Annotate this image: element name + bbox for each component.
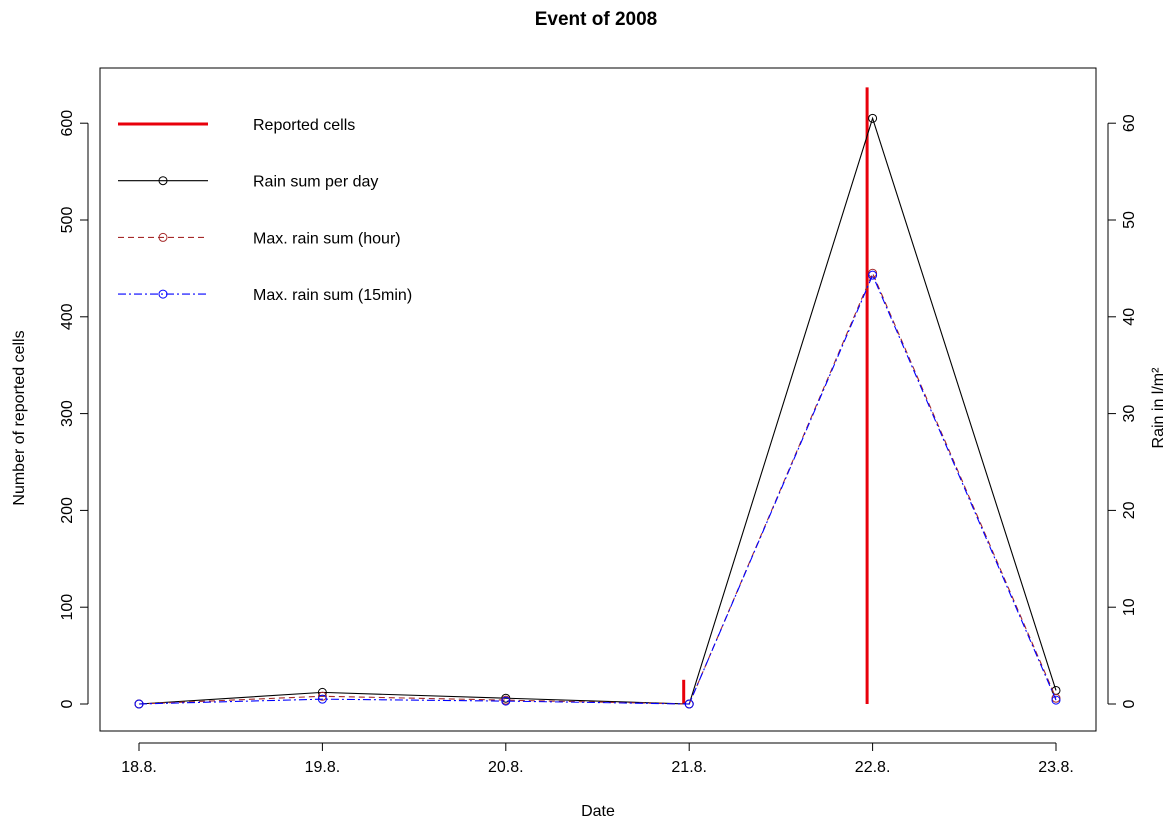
series-point-1 (317, 691, 327, 701)
series-point-2 (868, 270, 878, 280)
legend-marker (158, 232, 168, 242)
left-tick-label: 0 (59, 699, 76, 708)
legend-marker (158, 289, 168, 299)
y-axis-label-left: Number of reported cells (11, 330, 28, 505)
plot-frame (99, 67, 1097, 732)
left-tick-label: 300 (59, 400, 76, 427)
right-axis: 0 10 20 30 40 50 60 (1107, 114, 1138, 708)
series-point-2 (134, 699, 144, 709)
x-tick-label: 20.8. (488, 759, 524, 776)
bottom-axis: 18.8. 19.8. 20.8. 21.8. 22.8. 23.8. (121, 742, 1074, 776)
plot-content (134, 87, 1061, 709)
series-point-2 (684, 699, 694, 709)
right-tick-label: 10 (1121, 598, 1138, 616)
y-axis-label-right: Rain in l/m² (1150, 367, 1167, 449)
legend-item: Reported cells (118, 117, 355, 134)
x-axis-label: Date (581, 803, 615, 820)
left-tick-label: 400 (59, 303, 76, 330)
right-tick-label: 30 (1121, 405, 1138, 423)
legend-label: Reported cells (253, 117, 355, 134)
series-point-2 (1051, 695, 1061, 705)
left-tick-label: 600 (59, 110, 76, 137)
x-tick-label: 19.8. (305, 759, 341, 776)
left-tick-label: 200 (59, 497, 76, 524)
legend-marker (158, 176, 168, 186)
series-line-2 (138, 273, 1057, 705)
left-tick-label: 100 (59, 594, 76, 621)
legend-label: Max. rain sum (hour) (253, 230, 401, 247)
x-tick-label: 21.8. (671, 759, 707, 776)
series-point-2 (501, 696, 511, 706)
right-tick-label: 60 (1121, 114, 1138, 132)
series-point-2 (317, 694, 327, 704)
series-line-0 (138, 116, 1057, 705)
chart-title: Event of 2008 (535, 9, 658, 30)
x-tick-label: 18.8. (121, 759, 157, 776)
legend-item: Max. rain sum (15min) (118, 287, 412, 304)
legend-item: Rain sum per day (118, 174, 378, 191)
left-axis: 0 100 200 300 400 500 600 (59, 110, 89, 708)
right-tick-label: 50 (1121, 211, 1138, 229)
series-line-1 (138, 271, 1057, 705)
legend: Reported cells Rain sum per day Max. rain … (118, 117, 412, 304)
right-tick-label: 20 (1121, 501, 1138, 519)
right-tick-label: 40 (1121, 308, 1138, 326)
legend-item: Max. rain sum (hour) (118, 230, 401, 247)
left-tick-label: 500 (59, 207, 76, 234)
x-tick-label: 23.8. (1038, 759, 1074, 776)
x-tick-label: 22.8. (855, 759, 891, 776)
series-point-0 (868, 113, 878, 123)
right-tick-label: 0 (1121, 699, 1138, 708)
legend-label: Rain sum per day (253, 174, 378, 191)
legend-label: Max. rain sum (15min) (253, 287, 412, 304)
